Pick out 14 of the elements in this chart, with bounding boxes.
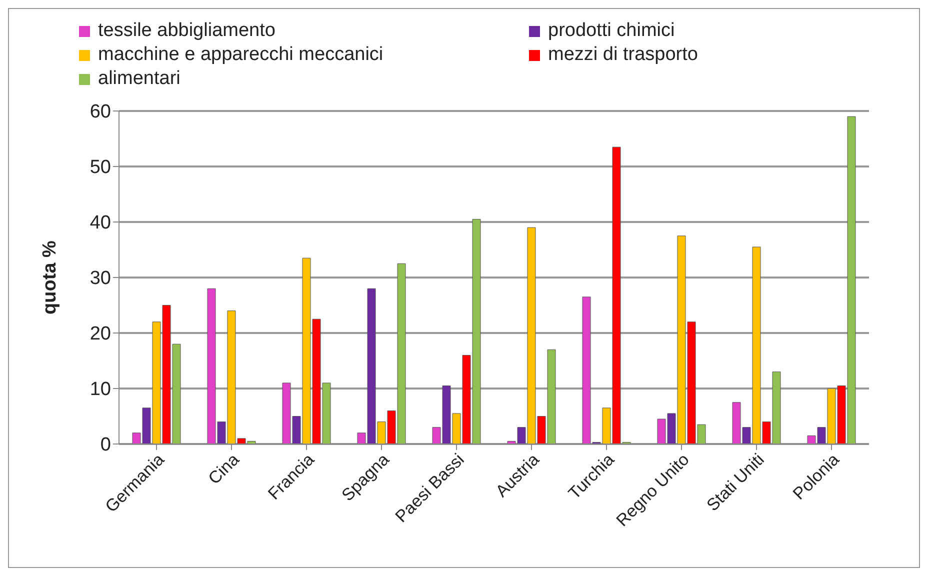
- x-tick-label: Cina: [204, 450, 244, 488]
- y-tick-label: 40: [90, 212, 111, 234]
- y-tick-label: 20: [90, 324, 111, 345]
- y-tick-label: 60: [90, 102, 111, 123]
- legend-label: mezzi di trasporto: [548, 44, 698, 66]
- y-tick-label: 10: [90, 379, 111, 400]
- legend-label: alimentari: [98, 68, 180, 90]
- legend-label: tessile abbigliamento: [98, 20, 276, 42]
- y-axis-title: quota %: [40, 240, 61, 314]
- legend-label: prodotti chimici: [548, 20, 675, 42]
- y-tick-label: 0: [100, 434, 111, 456]
- y-tick-label: 30: [90, 268, 111, 290]
- y-tick-label: 50: [90, 157, 111, 178]
- legend-label: macchine e apparecchi meccanici: [98, 44, 384, 66]
